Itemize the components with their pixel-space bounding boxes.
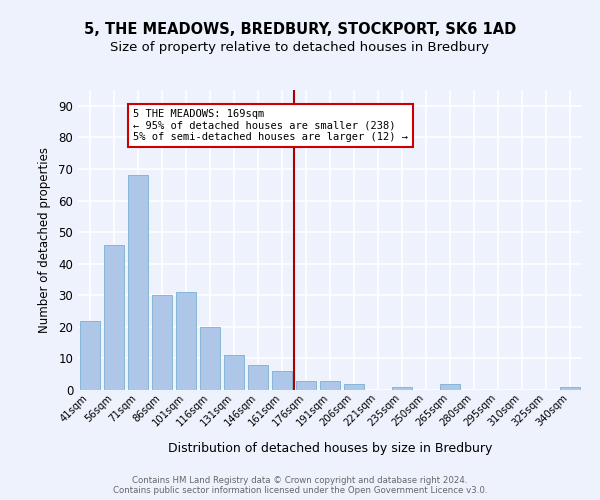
Bar <box>272 371 292 390</box>
Bar <box>224 356 244 390</box>
Bar <box>200 327 220 390</box>
Y-axis label: Number of detached properties: Number of detached properties <box>38 147 52 333</box>
Bar <box>152 296 172 390</box>
Bar <box>128 176 148 390</box>
Bar <box>320 380 340 390</box>
Bar <box>80 320 100 390</box>
Text: 5 THE MEADOWS: 169sqm
← 95% of detached houses are smaller (238)
5% of semi-deta: 5 THE MEADOWS: 169sqm ← 95% of detached … <box>133 109 408 142</box>
Bar <box>248 364 268 390</box>
Bar <box>176 292 196 390</box>
Text: Size of property relative to detached houses in Bredbury: Size of property relative to detached ho… <box>110 41 490 54</box>
X-axis label: Distribution of detached houses by size in Bredbury: Distribution of detached houses by size … <box>168 442 492 456</box>
Bar <box>104 244 124 390</box>
Bar <box>344 384 364 390</box>
Text: Contains HM Land Registry data © Crown copyright and database right 2024.
Contai: Contains HM Land Registry data © Crown c… <box>113 476 487 495</box>
Bar <box>440 384 460 390</box>
Bar <box>296 380 316 390</box>
Bar <box>392 387 412 390</box>
Text: 5, THE MEADOWS, BREDBURY, STOCKPORT, SK6 1AD: 5, THE MEADOWS, BREDBURY, STOCKPORT, SK6… <box>84 22 516 38</box>
Bar <box>560 387 580 390</box>
